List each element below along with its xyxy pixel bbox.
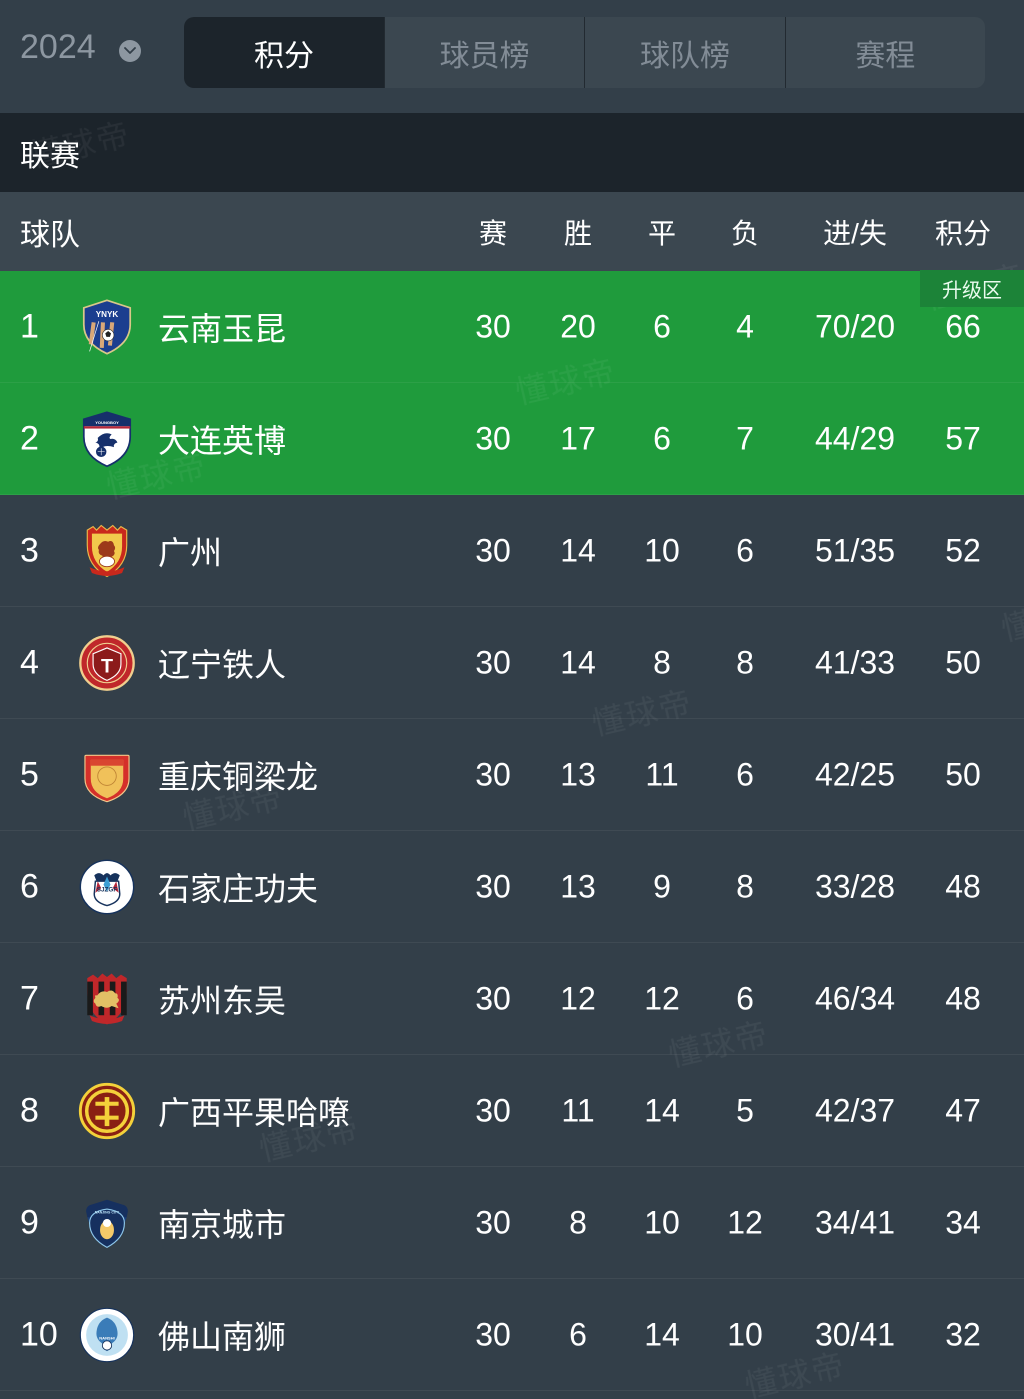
svg-text:YNYK: YNYK [96,310,119,319]
svg-text:NANSHI: NANSHI [99,1335,115,1340]
svg-text:SJZGF: SJZGF [97,886,118,893]
svg-text:YOUNGBOY: YOUNGBOY [95,419,119,424]
svg-text:NANJING CITY: NANJING CITY [95,1210,120,1214]
svg-text:T: T [101,655,113,677]
